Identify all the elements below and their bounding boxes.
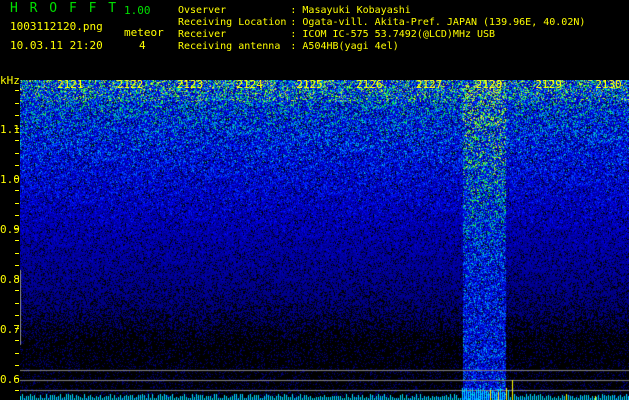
file-datetime: 10.03.11 21:20 — [10, 39, 103, 52]
y-tick — [15, 178, 19, 179]
y-tick — [15, 290, 19, 291]
y-tick — [15, 165, 19, 166]
y-tick — [15, 190, 19, 191]
station-info: Ovserver : Masayuki Kobayashi Receiving … — [178, 5, 585, 53]
y-tick — [15, 340, 19, 341]
x-tick-label: 2124 — [236, 78, 263, 91]
info-value: : Ogata-vill. Akita-Pref. JAPAN (139.96E… — [290, 17, 586, 28]
info-value: : A504HB(yagi 4el) — [290, 41, 399, 52]
app-version: 1.00 — [124, 4, 151, 17]
y-tick — [15, 365, 19, 366]
y-tick — [15, 203, 19, 204]
app-title: H R O F F T — [10, 1, 119, 16]
x-tick-label: 2127 — [415, 78, 443, 91]
x-tick-label: 2122 — [116, 78, 144, 91]
y-tick — [15, 378, 19, 379]
y-tick — [15, 353, 19, 354]
y-tick — [15, 315, 19, 316]
y-tick-label: 0.7 — [0, 323, 20, 336]
x-tick-label: 2125 — [296, 78, 323, 91]
y-tick — [15, 240, 19, 241]
x-tick-label: 2126 — [356, 78, 383, 91]
file-name: 1003112120.png — [10, 20, 103, 33]
y-tick-label: 0.8 — [0, 273, 20, 286]
x-tick-label: 2129 — [535, 78, 562, 91]
y-tick — [15, 103, 19, 104]
y-tick — [15, 140, 19, 141]
y-tick-label: 1.1 — [0, 123, 20, 136]
y-tick-label: 1.0 — [0, 173, 20, 186]
y-tick-label: 0.9 — [0, 223, 20, 236]
y-tick — [15, 153, 19, 154]
y-tick — [15, 228, 19, 229]
x-tick-label: 2121 — [57, 78, 84, 91]
y-tick — [15, 215, 19, 216]
y-tick — [15, 328, 19, 329]
spectrogram — [20, 80, 629, 400]
y-tick — [15, 390, 19, 391]
y-tick — [15, 128, 19, 129]
info-value: : ICOM IC-575 53.7492(@LCD)MHz USB — [290, 29, 496, 40]
info-key: Receiving antenna — [178, 41, 281, 52]
info-key: Receiving Location — [178, 17, 287, 28]
y-unit-label: kHz — [0, 74, 20, 87]
y-tick — [15, 278, 19, 279]
info-key: Receiver — [178, 29, 227, 40]
y-tick — [15, 115, 19, 116]
meteor-count: 4 — [139, 39, 146, 52]
y-tick — [15, 303, 19, 304]
x-tick-label: 2130 — [595, 78, 622, 91]
info-key: Ovserver — [178, 5, 227, 16]
y-tick — [15, 253, 19, 254]
y-tick — [15, 265, 19, 266]
x-tick-label: 2123 — [176, 78, 204, 91]
y-tick-label: 0.6 — [0, 373, 20, 386]
x-tick-label: 2128 — [475, 78, 503, 91]
y-tick — [15, 90, 19, 91]
info-value: : Masayuki Kobayashi — [290, 5, 411, 16]
meteor-label: meteor — [124, 26, 164, 39]
